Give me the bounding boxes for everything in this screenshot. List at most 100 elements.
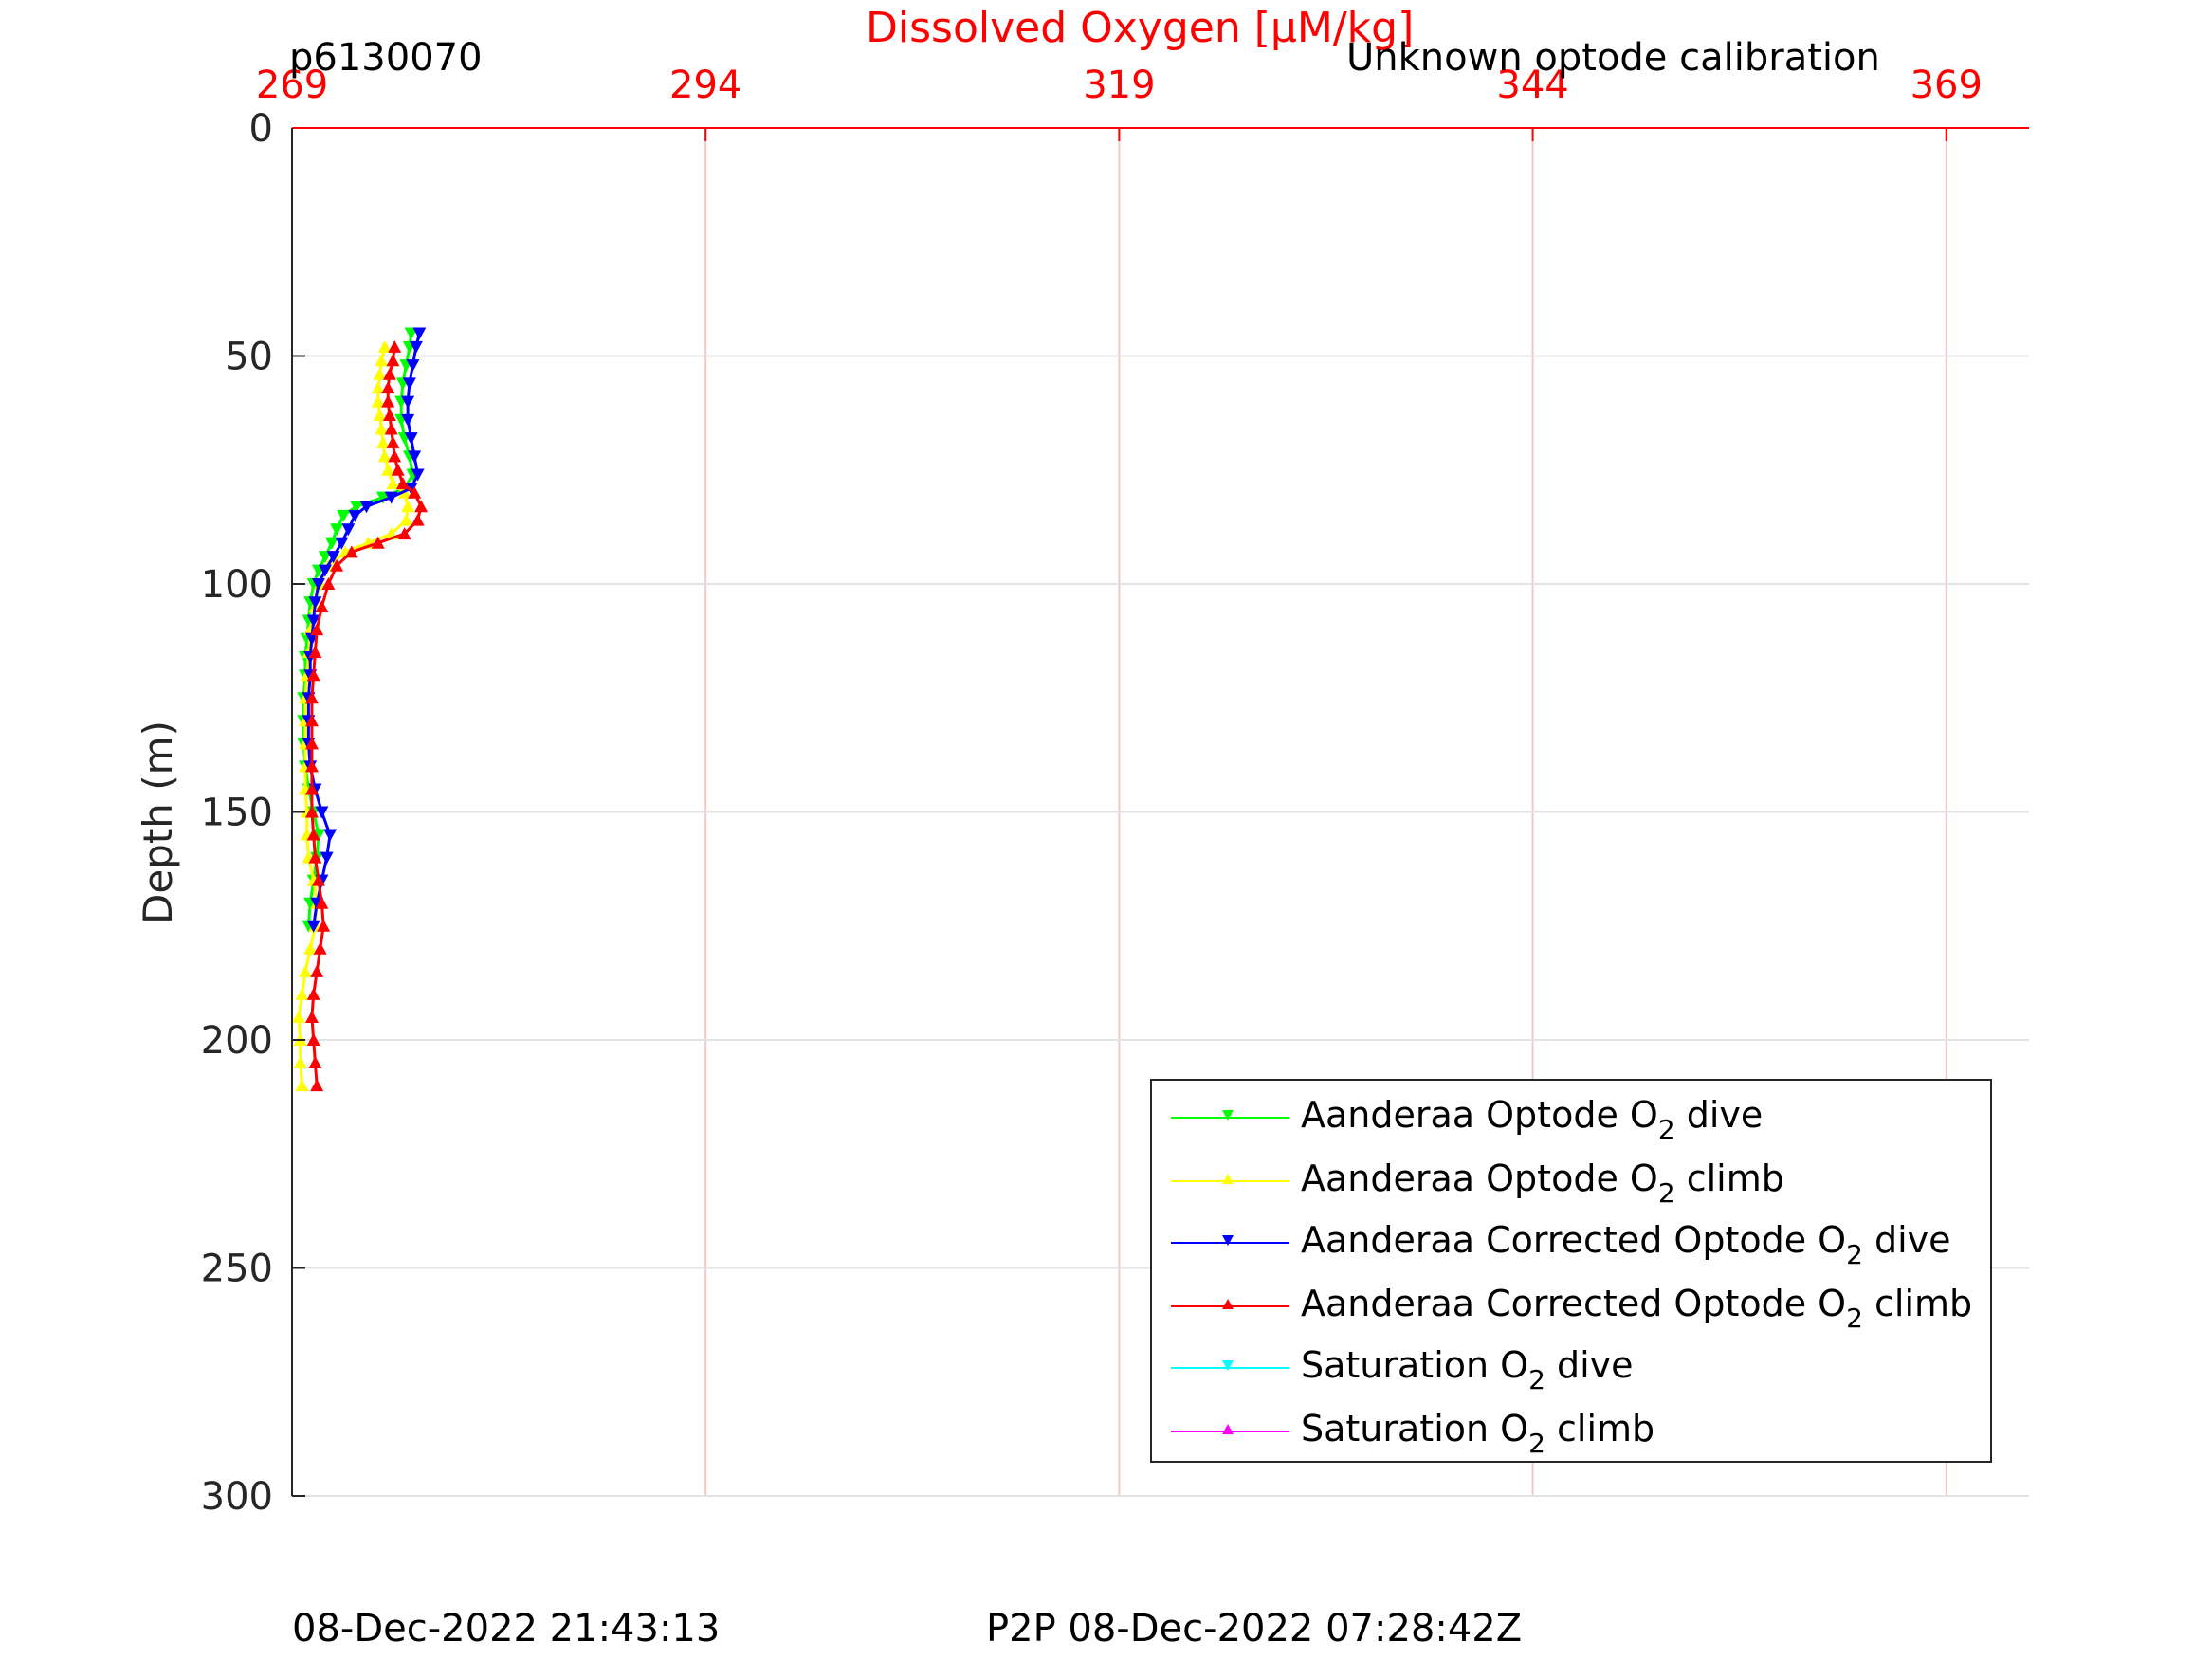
data-point	[375, 354, 389, 367]
data-point	[386, 354, 400, 367]
legend-item: Aanderaa Optode O2 dive	[1152, 1088, 1990, 1145]
tick-labels: 269 294 319 344 369 0 50 100 150 200 250 300	[201, 64, 1983, 1519]
data-point	[381, 394, 395, 408]
legend-item: Saturation O2 climb	[1152, 1402, 1990, 1459]
data-point	[348, 509, 362, 522]
data-point	[308, 850, 322, 864]
legend-item: Aanderaa Optode O2 climb	[1152, 1152, 1990, 1209]
data-point	[324, 537, 338, 550]
data-point	[293, 1056, 307, 1069]
data-point	[391, 463, 405, 476]
triangle-down-icon	[1222, 1360, 1234, 1371]
x-tick-label: 344	[1496, 64, 1568, 107]
y-tick-label: 250	[201, 1248, 273, 1291]
data-point	[291, 1010, 305, 1023]
data-point	[371, 536, 385, 549]
triangle-up-icon	[1222, 1424, 1234, 1434]
data-point	[308, 596, 322, 610]
data-point	[306, 987, 320, 1000]
data-point	[395, 477, 410, 490]
data-point	[318, 564, 332, 577]
data-point	[323, 829, 338, 842]
data-point	[371, 394, 385, 408]
x-tick-label: 294	[669, 64, 741, 107]
data-point	[406, 359, 420, 373]
data-point	[315, 806, 329, 819]
data-point	[401, 500, 415, 513]
data-point	[304, 1010, 319, 1023]
axes	[291, 127, 2029, 1497]
data-point	[382, 367, 396, 380]
y-axis-label: Depth (m)	[135, 720, 181, 924]
legend-label: Aanderaa Optode O2 climb	[1301, 1158, 1784, 1209]
data-point	[326, 551, 340, 564]
data-point	[401, 413, 415, 427]
y-tick-label: 0	[249, 107, 273, 151]
y-tick-label: 100	[201, 563, 273, 607]
data-point	[298, 964, 312, 977]
data-point	[315, 600, 329, 613]
legend-label: Aanderaa Optode O2 dive	[1301, 1094, 1764, 1145]
data-point	[411, 468, 425, 482]
data-point	[409, 340, 423, 354]
data-point	[313, 941, 327, 955]
legend-label: Saturation O2 climb	[1301, 1408, 1655, 1459]
legend: Aanderaa Optode O2 dive Aanderaa Optode O…	[1150, 1079, 1992, 1463]
data-point	[306, 1033, 320, 1046]
footer-p2p: P2P 08-Dec-2022 07:28:42Z	[986, 1607, 1523, 1650]
triangle-up-icon	[1222, 1174, 1234, 1184]
data-point	[359, 501, 374, 514]
data-point	[304, 782, 319, 795]
data-point	[308, 1056, 322, 1069]
data-point	[373, 409, 387, 422]
triangle-down-icon	[1222, 1235, 1234, 1246]
data-point	[306, 828, 320, 841]
series-line	[306, 333, 421, 927]
data-point	[377, 339, 392, 353]
data-point	[330, 558, 344, 572]
data-point	[384, 491, 398, 504]
data-point	[303, 941, 318, 955]
y-tick-label: 200	[201, 1019, 273, 1063]
legend-label: Saturation O2 dive	[1301, 1344, 1634, 1395]
legend-label: Aanderaa Corrected Optode O2 dive	[1301, 1219, 1951, 1270]
data-point	[401, 395, 415, 409]
data-point	[304, 759, 319, 773]
data-point	[404, 432, 418, 446]
data-point	[310, 964, 324, 977]
profile-id: p6130070	[289, 36, 483, 80]
data-point	[377, 449, 392, 463]
data-point	[304, 714, 319, 727]
series-line	[310, 346, 423, 1086]
data-point	[308, 646, 322, 659]
data-point	[382, 409, 396, 422]
data-point	[373, 367, 387, 380]
footer-timestamp: 08-Dec-2022 21:43:13	[292, 1607, 721, 1650]
data-point	[295, 1079, 309, 1092]
data-point	[386, 435, 400, 448]
triangle-down-icon	[1222, 1110, 1234, 1121]
x-tick-label: 269	[256, 64, 328, 107]
y-tick-label: 50	[225, 336, 273, 379]
data-point	[315, 896, 329, 909]
data-point	[306, 920, 320, 933]
data-point	[337, 509, 351, 522]
data-point	[320, 851, 334, 865]
data-point	[386, 477, 400, 490]
series-1	[291, 339, 415, 1092]
data-point	[341, 523, 356, 537]
data-point	[295, 987, 309, 1000]
data-point	[384, 422, 398, 435]
y-tick-label: 150	[201, 792, 273, 835]
data-point	[408, 485, 422, 499]
data-point	[381, 463, 395, 476]
data-point	[414, 500, 429, 513]
data-point	[304, 691, 319, 704]
data-point	[371, 381, 385, 394]
data-point	[321, 577, 336, 590]
data-point	[306, 668, 320, 682]
data-point	[397, 527, 411, 540]
data-point	[388, 339, 402, 353]
data-point	[408, 450, 422, 464]
data-point	[350, 501, 364, 514]
